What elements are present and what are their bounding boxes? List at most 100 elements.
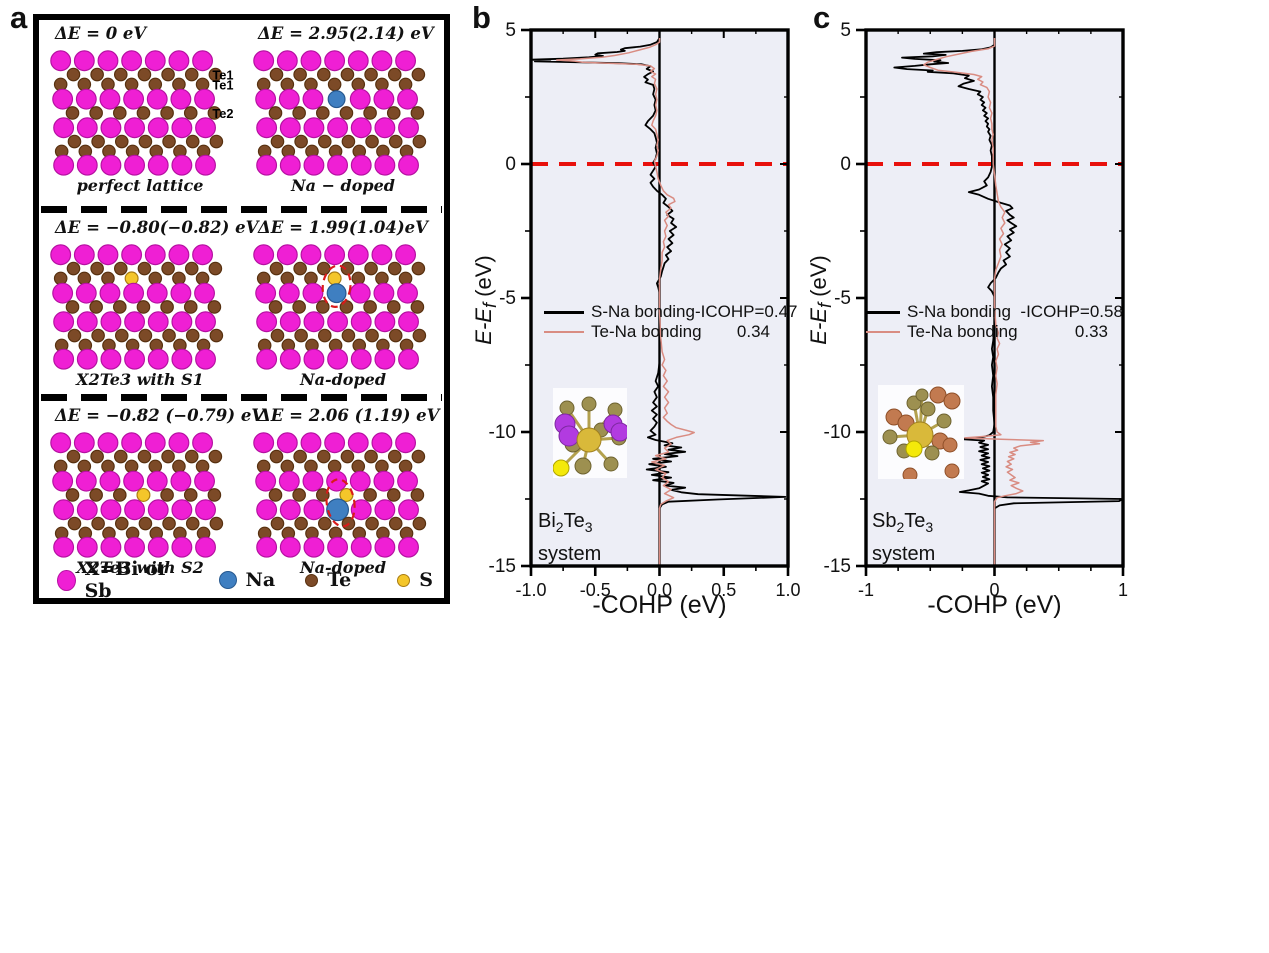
atom-X — [192, 432, 214, 454]
atom-X — [194, 88, 215, 110]
atom-X — [76, 499, 98, 521]
atom-Te — [256, 77, 271, 92]
atom-Te — [161, 261, 175, 276]
atom-X — [171, 154, 193, 176]
atom-Te — [363, 300, 377, 314]
atom-Te — [327, 77, 342, 92]
atom-Te — [581, 396, 597, 412]
svg-text:1.0: 1.0 — [775, 580, 800, 600]
atom-X — [327, 117, 349, 139]
series-s-na — [893, 30, 1123, 566]
atom-Te — [161, 449, 175, 464]
atom-Sb — [943, 392, 961, 410]
atom-Te — [184, 67, 199, 82]
atom-Te — [90, 67, 104, 82]
atom-X — [76, 117, 98, 139]
atom-Te — [294, 516, 308, 531]
atom-Te — [398, 459, 413, 474]
atom-Te — [293, 261, 307, 276]
atom-X — [327, 154, 349, 176]
axis-tick-labels: 50-5-10-15-1 0 1 — [824, 20, 1128, 600]
atom-X — [73, 244, 95, 266]
lattice-drawing — [50, 432, 224, 558]
atom-X — [195, 154, 216, 176]
atom-X — [124, 348, 146, 370]
atom-Te — [185, 134, 200, 149]
atom-X — [52, 470, 74, 492]
atom-Te — [53, 459, 68, 474]
atom-Te — [172, 77, 186, 92]
atom-X — [326, 470, 348, 492]
atom-X — [100, 536, 122, 558]
atom-Bi — [610, 422, 627, 442]
atom-X — [50, 244, 72, 266]
atom-Te — [268, 300, 283, 314]
atom-X — [100, 499, 122, 521]
atom-Te — [208, 67, 223, 82]
atom-Te — [316, 261, 331, 276]
atom-Te — [280, 271, 295, 286]
atom-Te — [341, 328, 356, 343]
atom-Te — [915, 388, 929, 402]
atom-X — [147, 499, 169, 521]
delta-e-label: ΔE = 2.95(2.14) eV — [258, 24, 434, 43]
atom-X — [324, 244, 346, 266]
atom-Te — [65, 106, 80, 120]
atom-Te — [160, 106, 174, 120]
atom-X — [278, 282, 300, 304]
atom-Te — [388, 516, 403, 531]
legend-item-x: X=Bi or Sb — [57, 558, 187, 602]
atom-Te — [410, 106, 425, 120]
atom-X — [279, 117, 301, 139]
atom-Te — [410, 300, 425, 314]
red-line-icon — [866, 331, 900, 333]
atom-X — [147, 536, 169, 558]
atom-X — [52, 282, 74, 304]
atom-Te — [292, 488, 306, 502]
atom-X — [350, 499, 372, 521]
system-label: Bi2Te3 system — [538, 510, 602, 565]
svg-text:-1: -1 — [858, 580, 874, 600]
atom-X — [253, 244, 275, 266]
atom-Te — [365, 328, 379, 343]
atom-X — [100, 117, 122, 139]
atom-Te — [364, 449, 378, 464]
atom-Te — [136, 300, 151, 314]
svg-text:0: 0 — [840, 154, 851, 175]
atom-Sb — [942, 437, 958, 453]
atom-Te — [66, 449, 81, 464]
atom-Te — [67, 516, 82, 531]
atom-Te — [66, 261, 81, 276]
atom-X — [168, 50, 190, 72]
atom-X — [121, 432, 143, 454]
atom-Sb — [944, 463, 960, 479]
svg-text:0: 0 — [505, 154, 516, 175]
svg-text:-0.5: -0.5 — [580, 580, 611, 600]
atom-X — [97, 50, 119, 72]
atom-X — [398, 499, 419, 521]
atom-X — [395, 432, 417, 454]
atom-X — [253, 50, 275, 72]
atom-Te — [67, 134, 82, 149]
atom-X — [349, 470, 371, 492]
atom-X — [53, 499, 75, 521]
atom-X — [303, 348, 325, 370]
atom-X — [195, 348, 216, 370]
atom-Te — [65, 488, 80, 502]
dopant-ellipse — [321, 264, 352, 308]
atom-X — [124, 311, 146, 333]
atom-Te — [268, 488, 283, 502]
atom-Te — [138, 516, 153, 531]
atom-Te — [317, 134, 332, 149]
delta-e-label: ΔE = 2.06 (1.19) eV — [258, 406, 440, 425]
atom-Te — [160, 300, 174, 314]
atom-Te — [162, 328, 176, 343]
legend-item-na: Na — [218, 569, 275, 591]
atom-X — [300, 244, 322, 266]
atom-Te — [138, 328, 153, 343]
atom-X — [73, 50, 95, 72]
atom-Na — [326, 283, 347, 304]
atom-Te — [375, 77, 389, 92]
atom-Te — [162, 134, 176, 149]
